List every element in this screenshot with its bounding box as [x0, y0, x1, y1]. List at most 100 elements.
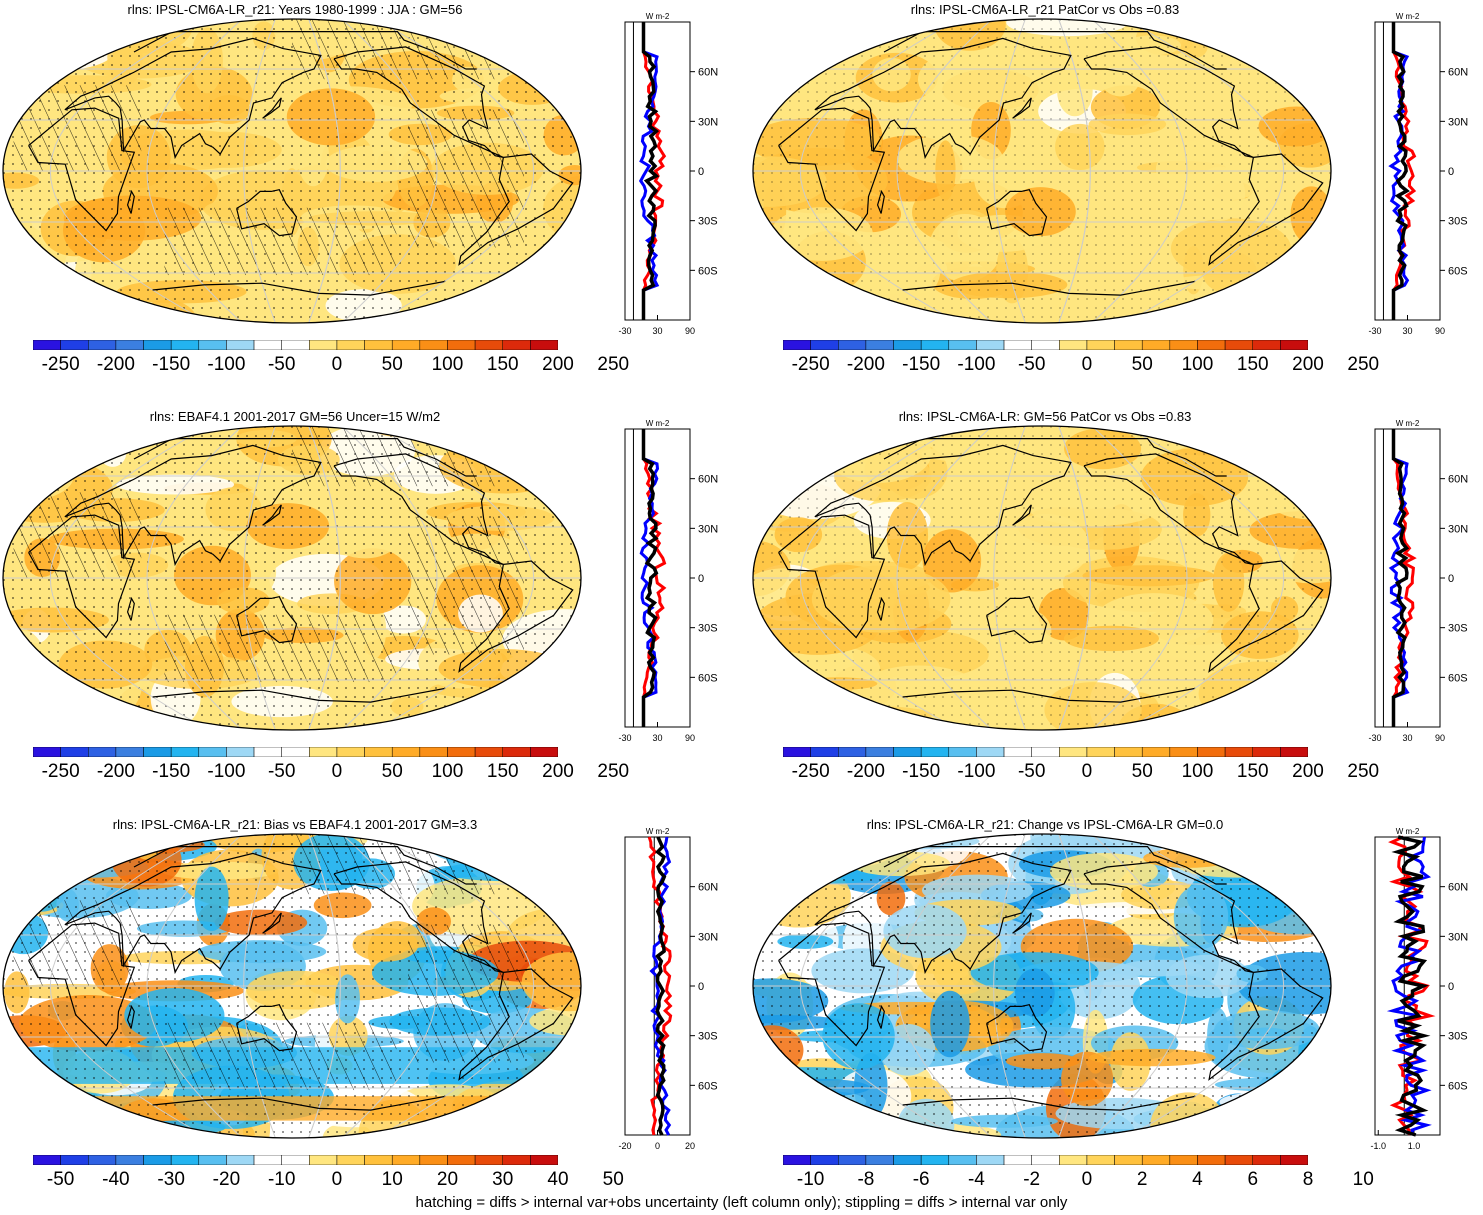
colorbar-tick-label: 150 [1236, 354, 1269, 375]
colorbar-swatch [88, 747, 117, 757]
colorbar-tick-label: -40 [102, 1169, 130, 1190]
hatching-region [408, 924, 524, 1063]
colorbar-tick-label: -50 [267, 761, 296, 782]
colorbar-tick-label: 50 [1131, 354, 1153, 375]
field-blob [1259, 428, 1331, 444]
colorbar-tick-label: -10 [267, 1169, 296, 1190]
field-blob [3, 1072, 58, 1099]
colorbar-swatch [60, 1155, 89, 1165]
colorbar-swatch [447, 1155, 476, 1165]
colorbar-tick-label: -4 [967, 1169, 985, 1190]
model-curve [639, 429, 660, 727]
colorbar-swatch [502, 340, 531, 350]
colorbar-tick-label: -150 [902, 761, 941, 782]
field-blob [137, 312, 170, 323]
colorbar-swatch [1059, 747, 1088, 757]
field-blob [532, 445, 581, 494]
colorbar-swatch [309, 1155, 338, 1165]
colorbar-tick-label: 2 [1136, 1169, 1148, 1190]
field-blob [558, 1067, 581, 1100]
lat-tick-label: 30S [1448, 216, 1468, 228]
colorbar-swatch [1197, 340, 1226, 350]
field-blob [1295, 240, 1331, 303]
colorbar-tick-label: -200 [96, 761, 135, 782]
colorbar-swatch [447, 340, 476, 350]
zonal-mean-plot: W m-2 60N 30N 0 30S 60S -30 30 90 [1368, 12, 1468, 336]
zonal-mean-plot: W m-2 60N 30N 0 30S 60S -30 30 90 [618, 419, 718, 743]
zonal-unit-label: W m-2 [646, 12, 670, 21]
colorbar-tick-label: 30 [492, 1169, 514, 1190]
model-curve [1388, 429, 1410, 727]
colorbar-swatch [1280, 747, 1308, 757]
obs-curve [1392, 429, 1417, 727]
lat-tick-label: 60N [1448, 474, 1468, 486]
field-blob [494, 1091, 581, 1138]
colorbar-swatch [838, 340, 867, 350]
colorbar-swatch [170, 340, 200, 350]
lat-tick-label: 30N [1448, 116, 1468, 128]
field-blob [753, 838, 862, 855]
lat-tick-label: 60N [698, 882, 718, 894]
colorbar-tick-label: -50 [1017, 354, 1046, 375]
map-border [752, 18, 1332, 324]
obs-curve [642, 429, 667, 727]
colorbar-swatch [226, 340, 255, 350]
panel-p3: rlns: EBAF4.1 2001-2017 GM=56 Uncer=15 W… [0, 407, 733, 807]
colorbar-swatch [143, 1155, 172, 1165]
colorbar-tick-label: -20 [212, 1169, 241, 1190]
colorbar-swatch [920, 340, 950, 350]
lat-tick-label: 30S [698, 1031, 718, 1043]
lat-tick-label: 0 [1448, 573, 1454, 585]
colorbar-tick-label: 200 [542, 761, 574, 782]
colorbar-swatch [391, 747, 421, 757]
colorbar-tick-label: 150 [1236, 761, 1269, 782]
colorbar-swatch [1224, 747, 1253, 757]
colorbar-tick-label: 100 [431, 761, 464, 782]
colorbar [33, 340, 558, 350]
field-blob [1281, 271, 1331, 297]
colorbar-tick-label: -250 [791, 761, 830, 782]
colorbar-tick-label: -150 [152, 354, 191, 375]
colorbar-tick-label: 0 [1081, 761, 1093, 782]
colorbar-swatch [1169, 1155, 1198, 1165]
hatching-region [164, 207, 397, 276]
map-border [752, 425, 1332, 731]
ensemble-curve [1391, 835, 1431, 1137]
panel-title: rlns: EBAF4.1 2001-2017 GM=56 Uncer=15 W… [149, 409, 441, 424]
colorbar-swatch [33, 1155, 61, 1165]
footer-note: hatching = diffs > internal var+obs unce… [415, 1194, 1068, 1211]
colorbar-tick-label: 0 [1081, 354, 1093, 375]
x-tick-label: -20 [618, 1141, 631, 1151]
lat-tick-label: 30N [698, 116, 718, 128]
field-blob [1223, 836, 1286, 865]
colorbar-swatch [976, 340, 1005, 350]
colorbar-swatch [226, 1155, 255, 1165]
coastlines [778, 846, 1324, 1111]
hatching-region [164, 614, 397, 683]
colorbar-tick-label: -6 [912, 1169, 930, 1190]
field-blob [808, 840, 852, 859]
field-blob [753, 838, 845, 875]
colorbar-tick-label: -100 [207, 354, 246, 375]
x-tick-label: -30 [1368, 733, 1381, 743]
lat-tick-label: 0 [698, 573, 704, 585]
field-blob [494, 1088, 553, 1126]
field-blob [149, 1126, 188, 1138]
panel-p5: rlns: IPSL-CM6A-LR_r21: Bias vs EBAF4.1 … [0, 815, 733, 1215]
x-tick-label: 90 [1435, 733, 1445, 743]
colorbar-swatch [253, 747, 282, 757]
colorbar-swatch [893, 747, 922, 757]
colorbar-swatch [364, 747, 393, 757]
colorbar-swatch [1086, 1155, 1115, 1165]
colorbar-swatch [1114, 747, 1143, 757]
colorbar [783, 1155, 1308, 1165]
lat-tick-label: 30S [698, 216, 718, 228]
coastlines [28, 31, 574, 296]
ensemble-curve [641, 429, 659, 727]
field-blob [1285, 859, 1320, 879]
x-tick-label: 1.0 [1408, 1141, 1421, 1151]
zonal-mean-plot: W m-2 60N 30N 0 30S 60S -20 0 20 [618, 827, 718, 1151]
map-border [2, 833, 582, 1139]
colorbar-swatch [1141, 340, 1171, 350]
colorbar-tick-label: 0 [331, 354, 343, 375]
